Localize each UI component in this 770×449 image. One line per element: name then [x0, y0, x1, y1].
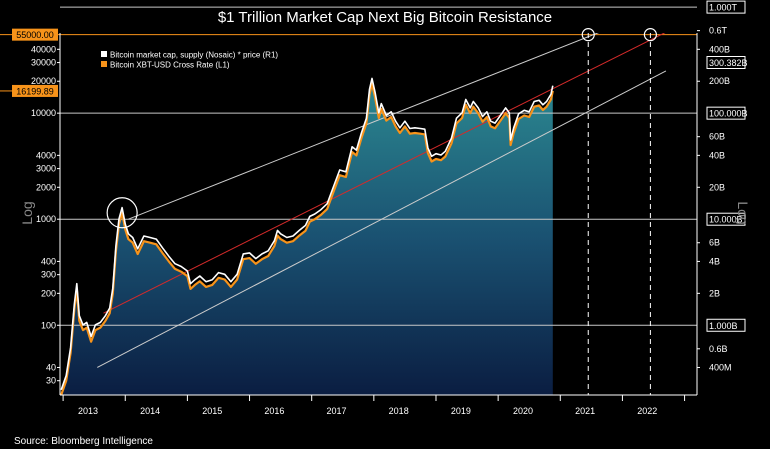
x-tick-label: 2015	[202, 406, 222, 416]
highlight-circle-3	[643, 28, 657, 42]
price-area-fill	[61, 83, 553, 395]
x-tick-label: 2019	[451, 406, 471, 416]
left-value-label: 16199.89	[16, 86, 54, 96]
left-tick-label: 400	[41, 256, 56, 266]
left-tick-label: 100	[41, 320, 56, 330]
left-axis-label: Log	[19, 201, 35, 224]
source-note: Source: Bloomberg Intelligence	[14, 436, 153, 447]
legend-xbt-usd-label: Bitcoin XBT-USD Cross Rate (L1)	[110, 61, 230, 70]
right-value-label: 1.000B	[709, 321, 738, 331]
right-tick-label: 60B	[709, 132, 725, 142]
left-tick-label: 30	[46, 376, 56, 386]
x-tick-label: 2022	[637, 406, 657, 416]
left-tick-label: 40	[46, 362, 56, 372]
legend-swatch-market-cap	[101, 51, 107, 57]
xbt-usd-line	[60, 82, 554, 395]
projection-markers	[106, 28, 657, 395]
left-tick-label: 1000	[36, 214, 56, 224]
right-tick-label: 4B	[709, 256, 720, 266]
x-tick-label: 2014	[140, 406, 160, 416]
trend-channel	[97, 33, 667, 368]
x-tick-label: 2021	[575, 406, 595, 416]
highlight-circle-1	[106, 197, 138, 229]
right-tick-label: 6B	[709, 238, 720, 248]
left-tick-label: 40000	[31, 44, 56, 54]
chart-title: $1 Trillion Market Cap Next Big Bitcoin …	[218, 9, 552, 26]
x-tick-label: 2017	[327, 406, 347, 416]
right-value-label: 100.000B	[709, 109, 748, 119]
legend-swatch-xbt-usd	[101, 61, 107, 67]
right-tick-label: 400M	[709, 362, 732, 372]
right-value-box	[706, 56, 746, 70]
x-tick-label: 2018	[389, 406, 409, 416]
right-tick-label: 2B	[709, 288, 720, 298]
trend-line-lower	[97, 70, 667, 368]
right-value-label: 10.000B	[709, 215, 743, 225]
right-tick-label: 20B	[709, 182, 725, 192]
left-tick-label: 300	[41, 270, 56, 280]
axes: 30 40 100 200 300 400 1000 2000 3000 4000 10000 200…	[12, 0, 748, 416]
right-value-label: 300.382B	[709, 58, 748, 68]
highlight-circle-2	[581, 28, 595, 42]
x-tick-label: 2016	[264, 406, 284, 416]
left-tick-label: 3000	[36, 164, 56, 174]
left-value-label: 55000.00	[16, 30, 54, 40]
right-value-label: 1.000T	[709, 3, 738, 13]
right-value-box	[706, 212, 746, 226]
left-tick-label: 20000	[31, 76, 56, 86]
right-value-box	[706, 318, 746, 332]
reference-lines	[0, 6, 697, 326]
right-value-box	[706, 106, 746, 120]
right-value-box	[706, 0, 746, 14]
left-tick-label: 200	[41, 288, 56, 298]
left-value-box	[12, 28, 58, 41]
x-tick-label: 2013	[78, 406, 98, 416]
left-tick-label: 10000	[31, 108, 56, 118]
right-tick-label: 0.6T	[709, 26, 728, 36]
right-axis-label: Log	[735, 201, 751, 224]
left-tick-label: 4000	[36, 150, 56, 160]
left-value-box	[12, 84, 58, 97]
left-tick-label: 30000	[31, 58, 56, 68]
left-tick-label: 2000	[36, 182, 56, 192]
trend-line-upper	[128, 33, 599, 220]
right-tick-label: 40B	[709, 150, 725, 160]
right-tick-label: 400B	[709, 44, 730, 54]
right-tick-label: 200B	[709, 76, 730, 86]
legend-market-cap-label: Bitcoin market cap, supply (Nosaic) * pr…	[110, 51, 278, 60]
x-tick-label: 2020	[513, 406, 533, 416]
legend: Bitcoin market cap, supply (Nosaic) * pr…	[101, 51, 278, 70]
trend-line-middle	[103, 33, 666, 314]
right-tick-label: 0.6B	[709, 344, 728, 354]
price-area	[61, 83, 553, 395]
